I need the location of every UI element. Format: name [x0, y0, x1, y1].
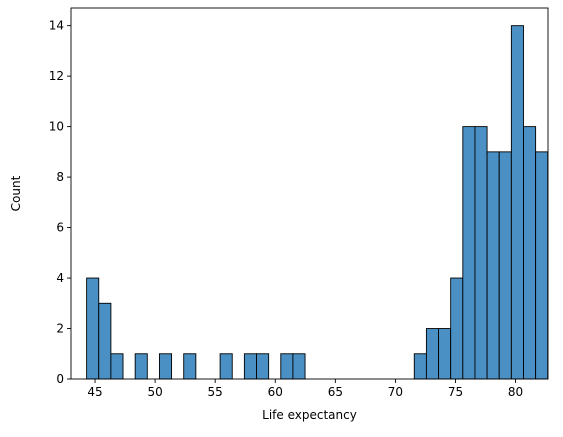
y-tick-label: 10 — [49, 120, 64, 134]
histogram-bar — [523, 126, 537, 380]
histogram-bar — [292, 353, 306, 380]
histogram-bar — [256, 353, 270, 380]
histogram-bar — [535, 151, 549, 380]
histogram-bar — [86, 277, 100, 380]
y-tick-label: 12 — [49, 69, 64, 83]
x-tick-label: 65 — [328, 385, 343, 399]
histogram-bar — [486, 151, 500, 380]
x-tick-label: 55 — [208, 385, 223, 399]
y-tick-label: 14 — [49, 19, 64, 33]
axes-layer: 45 50 55 60 65 70 75 80 0 2 4 6 8 10 12 14 — [49, 7, 549, 399]
histogram-bar — [243, 353, 257, 380]
y-axis-label: Count — [9, 175, 23, 211]
histogram-bar — [219, 353, 233, 380]
x-tick-label: 80 — [508, 385, 523, 399]
x-tick-label: 75 — [448, 385, 463, 399]
histogram-bar — [498, 151, 512, 380]
plot-frame — [70, 7, 549, 380]
histogram-bar — [98, 302, 112, 380]
y-tick-label: 0 — [56, 372, 64, 386]
histogram-bar — [158, 353, 173, 380]
x-tick-label: 60 — [268, 385, 283, 399]
histogram-bar — [280, 353, 294, 380]
histogram-bar — [134, 353, 148, 380]
histogram-bar — [510, 25, 524, 380]
histogram-bar — [425, 328, 439, 380]
y-tick-label: 8 — [56, 170, 64, 184]
bars-layer — [86, 25, 549, 380]
histogram-bar — [413, 353, 427, 380]
y-tick-label: 6 — [56, 221, 64, 235]
x-tick-label: 50 — [147, 385, 162, 399]
y-tick-label: 4 — [56, 271, 64, 285]
x-tick-label: 70 — [388, 385, 403, 399]
x-axis-label: Life expectancy — [262, 408, 357, 422]
histogram-bar — [183, 353, 197, 380]
histogram-bar — [450, 277, 464, 380]
y-tick-label: 2 — [56, 322, 64, 336]
x-tick-label: 45 — [87, 385, 102, 399]
histogram-bar — [462, 126, 476, 380]
histogram-bar — [438, 328, 452, 380]
histogram-bar — [474, 126, 488, 380]
histogram-bar — [110, 353, 124, 380]
